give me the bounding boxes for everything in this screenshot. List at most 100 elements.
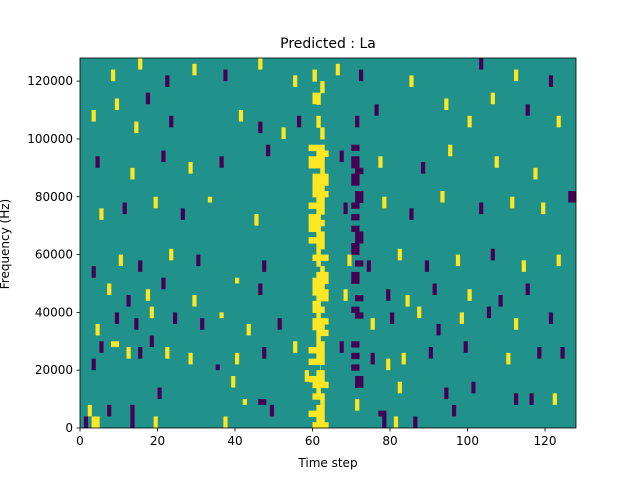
heatmap-cell	[351, 162, 360, 169]
heatmap-cell	[308, 347, 325, 354]
heatmap-cell	[514, 318, 519, 330]
heatmap-cell	[514, 393, 519, 405]
heatmap-cell	[393, 416, 399, 428]
heatmap-cell	[312, 306, 325, 313]
heatmap-cell	[316, 295, 329, 302]
heatmap-cell	[231, 375, 236, 388]
heatmap-cell	[440, 190, 445, 203]
heatmap-cell	[312, 173, 329, 181]
heatmap-cell	[266, 144, 271, 157]
heatmap-cell	[351, 225, 360, 232]
heatmap-cell	[548, 75, 554, 87]
heatmap-cell	[444, 387, 449, 400]
y-tick-label: 0	[65, 421, 73, 435]
heatmap-cell	[242, 399, 247, 405]
heatmap-cell	[370, 318, 375, 330]
heatmap-cell	[355, 381, 364, 389]
heatmap-cell	[277, 318, 282, 330]
heatmap-cell	[107, 404, 112, 417]
heatmap-cell	[343, 202, 348, 215]
heatmap-cell	[366, 260, 371, 272]
heatmap-cell	[118, 254, 123, 267]
heatmap-cell	[355, 295, 364, 302]
heatmap-cell	[149, 335, 154, 348]
heatmap-cell	[130, 404, 135, 428]
heatmap-cell	[91, 110, 96, 122]
heatmap-cell	[444, 98, 449, 111]
heatmap-cell	[467, 289, 472, 301]
heatmap-cell	[560, 347, 565, 359]
heatmap-cell	[200, 318, 205, 330]
heatmap-cell	[316, 248, 321, 256]
heatmap-cell	[312, 254, 329, 261]
heatmap-cell	[541, 202, 546, 215]
heatmap-cell	[514, 69, 519, 82]
heatmap-cell	[316, 243, 325, 250]
y-tick-label: 20000	[35, 363, 73, 377]
heatmap-cell	[99, 341, 104, 353]
y-tick-label: 80000	[35, 190, 73, 204]
heatmap-cell	[471, 381, 476, 394]
heatmap-cell	[351, 364, 360, 371]
heatmap-cell	[246, 323, 251, 336]
heatmap-cell	[83, 416, 89, 428]
heatmap-cell	[138, 260, 143, 272]
heatmap-cell	[355, 167, 364, 175]
heatmap-cell	[95, 156, 100, 168]
x-axis: 0 20 40 60 80 100 120	[76, 428, 556, 448]
heatmap-cell	[165, 347, 170, 359]
heatmap-cell	[316, 352, 325, 360]
heatmap-cell	[262, 347, 267, 359]
heatmap-cell	[153, 196, 158, 209]
heatmap-cell	[114, 312, 120, 324]
heatmap-cell	[169, 115, 174, 128]
heatmap-cell	[455, 254, 461, 267]
heatmap-cell	[432, 283, 437, 296]
heatmap-cell	[312, 289, 329, 296]
heatmap-cell	[572, 190, 577, 203]
heatmap-cell	[316, 329, 329, 337]
heatmap-cell	[316, 370, 325, 377]
heatmap-cell	[320, 81, 325, 94]
heatmap-cell	[316, 416, 325, 423]
heatmap-cell	[486, 306, 492, 319]
heatmap-cell	[258, 283, 263, 296]
heatmap-cell	[316, 341, 325, 348]
heatmap-cell	[382, 196, 387, 209]
heatmap-cell	[537, 347, 542, 359]
heatmap-cell	[409, 75, 414, 87]
heatmap-cell	[351, 277, 360, 284]
heatmap-cell	[386, 289, 391, 301]
heatmap-cell	[386, 358, 391, 371]
heatmap-background	[80, 58, 576, 428]
heatmap-cell	[316, 387, 321, 394]
y-tick-label: 40000	[35, 305, 73, 319]
heatmap-cell	[308, 202, 325, 209]
heatmap-cell	[463, 341, 468, 353]
heatmap-cell	[91, 266, 96, 278]
heatmap-cell	[111, 69, 116, 82]
heatmap-cell	[111, 341, 116, 348]
heatmap-cell	[165, 75, 170, 87]
heatmap-cell	[351, 179, 360, 186]
heatmap-cell	[95, 323, 100, 336]
heatmap-cell	[308, 225, 321, 233]
heatmap-cell	[320, 127, 325, 140]
heatmap-cell	[219, 312, 224, 319]
heatmap-cell	[556, 254, 561, 267]
heatmap-cell	[223, 416, 228, 428]
y-tick-label: 120000	[27, 74, 73, 88]
y-tick-label: 60000	[35, 248, 73, 262]
heatmap-cell	[479, 58, 484, 70]
heatmap-cell	[316, 260, 321, 267]
heatmap-cell	[351, 214, 360, 221]
heatmap-cell	[192, 63, 197, 76]
heatmap-cell	[258, 399, 263, 405]
heatmap-cell	[308, 162, 325, 169]
heatmap-cell	[316, 335, 321, 342]
heatmap-cell	[568, 190, 573, 203]
y-axis: 0 20000 40000 60000 80000 100000 120000	[27, 74, 80, 435]
heatmap-cell	[219, 156, 224, 168]
heatmap-cell	[192, 295, 197, 307]
heatmap-cell	[479, 202, 484, 215]
